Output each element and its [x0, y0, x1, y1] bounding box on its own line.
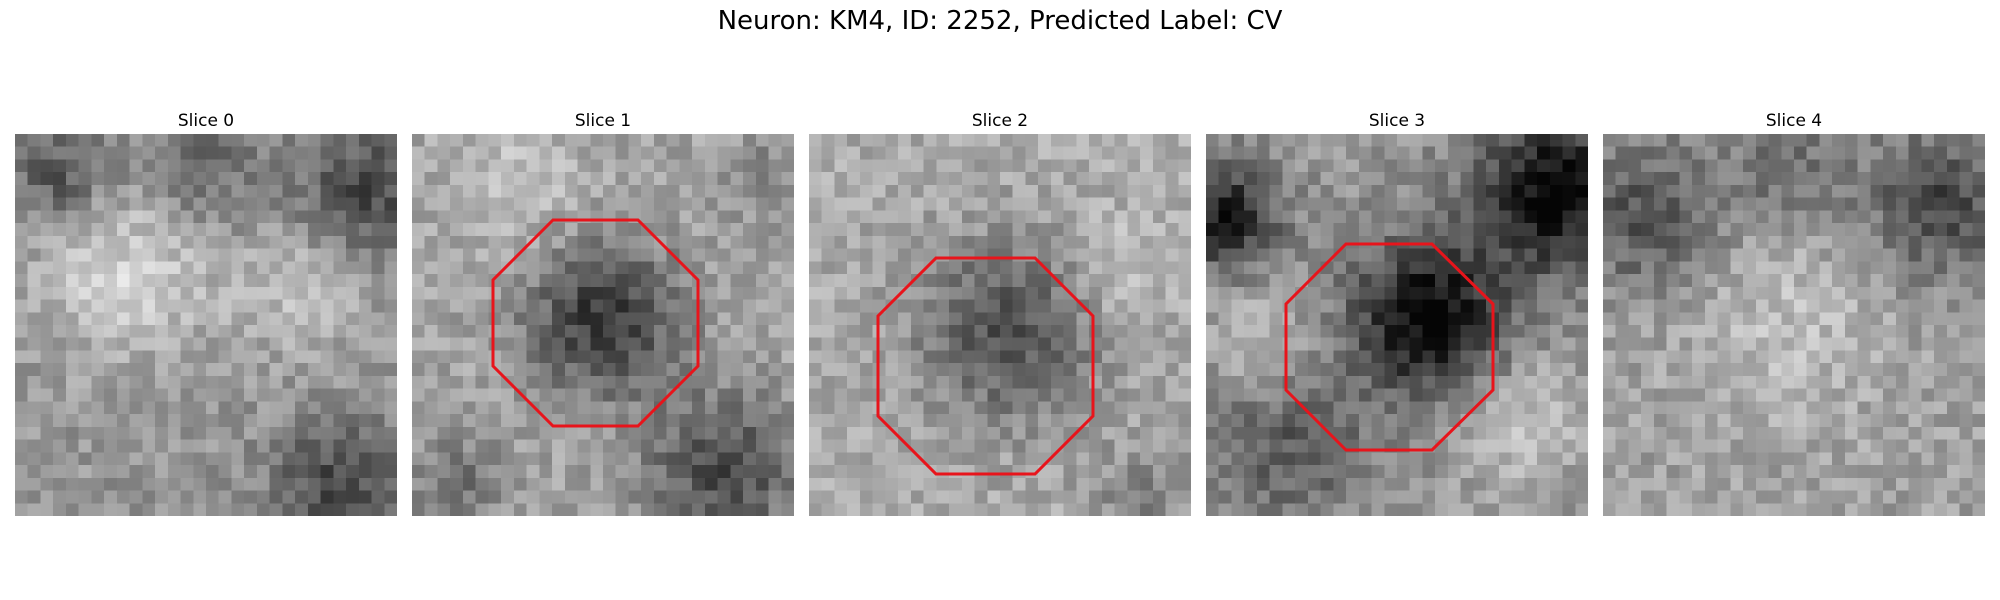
- slice-title-1: Slice 1: [574, 111, 632, 131]
- slice-panel-2: Slice 2: [809, 108, 1191, 516]
- roi-octagon-2: [876, 256, 1095, 476]
- slice-image-2: [809, 134, 1191, 516]
- slice-image-3: [1206, 134, 1588, 516]
- slice-title-3: Slice 3: [1368, 111, 1426, 131]
- slice-title-2: Slice 2: [971, 111, 1029, 131]
- slice-panel-1: Slice 1: [412, 108, 794, 516]
- roi-outline-1: [491, 218, 700, 428]
- slice-image-1: [412, 134, 794, 516]
- roi-outline-2: [876, 256, 1095, 476]
- slice-panel-3: Slice 3: [1206, 108, 1588, 516]
- slice-title-0: Slice 0: [177, 111, 235, 131]
- roi-octagon-1: [491, 218, 700, 428]
- roi-octagon-3: [1284, 242, 1495, 452]
- slice-panel-0: Slice 0: [15, 108, 397, 516]
- slice-panel-4: Slice 4: [1603, 108, 1985, 516]
- roi-outline-3: [1284, 242, 1495, 452]
- slice-title-4: Slice 4: [1765, 111, 1823, 131]
- slice-image-4: [1603, 134, 1985, 516]
- figure-title: Neuron: KM4, ID: 2252, Predicted Label: …: [717, 6, 1283, 36]
- slice-image-0: [15, 134, 397, 516]
